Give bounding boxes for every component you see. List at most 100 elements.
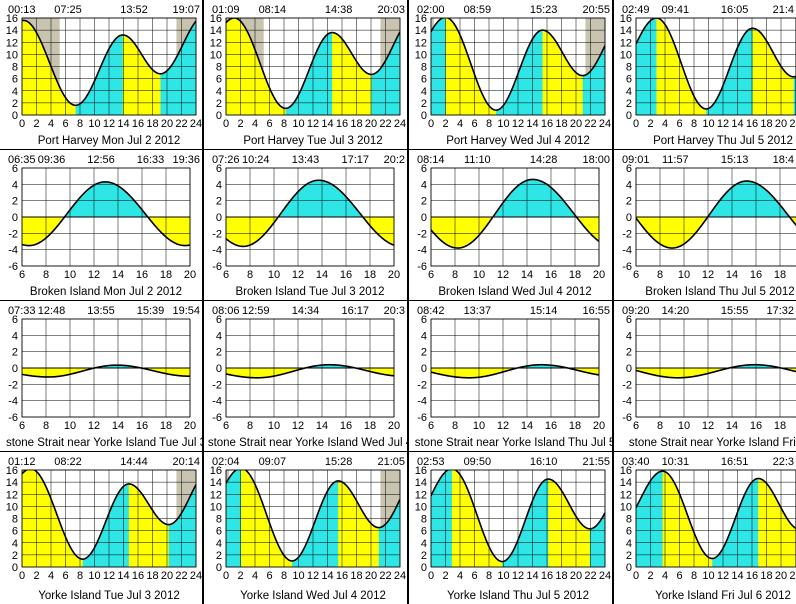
y-tick-label: 4 xyxy=(421,538,427,550)
event-time-label: 08:59 xyxy=(464,4,492,16)
x-tick-label: 4 xyxy=(662,118,668,130)
x-tick-label: 16 xyxy=(340,269,352,281)
series-line xyxy=(431,470,605,563)
y-tick-label: 0 xyxy=(421,363,427,375)
y-tick-label: -4 xyxy=(417,396,427,408)
y-tick-label: 6 xyxy=(216,526,222,538)
y-tick-label: -6 xyxy=(622,261,632,273)
y-tick-label: 0 xyxy=(12,212,18,224)
x-tick-label: 0 xyxy=(428,570,434,582)
y-tick-label: 0 xyxy=(421,212,427,224)
event-time-label: 21:55 xyxy=(582,456,610,468)
x-tick-label: 24 xyxy=(394,118,406,130)
x-tick-label: 18 xyxy=(364,420,376,432)
ebb-area xyxy=(636,368,796,378)
x-tick-label: 10 xyxy=(702,118,714,130)
y-tick-label: 10 xyxy=(415,49,427,61)
x-tick-label: 8 xyxy=(486,118,492,130)
y-tick-label: 14 xyxy=(6,477,18,489)
flood-area xyxy=(431,364,599,368)
event-time-label: 15:14 xyxy=(530,305,558,317)
y-tick-label: 8 xyxy=(216,514,222,526)
y-tick-label: 10 xyxy=(210,501,222,513)
x-tick-label: 22 xyxy=(584,118,596,130)
event-time-label: 08:14 xyxy=(417,154,445,166)
x-tick-label: 12 xyxy=(497,420,509,432)
event-time-label: 12:59 xyxy=(242,305,270,317)
x-tick-label: 4 xyxy=(457,118,463,130)
event-time-label: 18:4 xyxy=(773,154,794,166)
x-tick-label: 6 xyxy=(62,570,68,582)
x-tick-label: 12 xyxy=(103,118,115,130)
y-tick-label: -4 xyxy=(212,245,222,257)
x-tick-label: 6 xyxy=(471,118,477,130)
x-tick-label: 0 xyxy=(19,570,25,582)
event-time-label: 02:49 xyxy=(622,4,650,16)
x-tick-label: 10 xyxy=(678,420,690,432)
series-line xyxy=(636,470,796,560)
y-tick-label: -2 xyxy=(417,228,427,240)
x-tick-label: 24 xyxy=(394,570,406,582)
chart-svg: -6 -4 -2 0 2 4 6 6 8 10 12 14 16 18 20 08:06 12:59 14:34 1… xyxy=(208,305,407,449)
x-tick-label: 20 xyxy=(161,570,173,582)
event-time-label: 11:10 xyxy=(464,154,491,166)
chart-title: Broken Island Wed Jul 4 2012 xyxy=(438,286,591,298)
y-tick-label: -2 xyxy=(622,228,632,240)
chart-panel: -6-4-202466810121416182009:0111:5715:131… xyxy=(614,150,796,300)
event-time-label: 13:55 xyxy=(87,305,115,317)
event-time-label: 14:44 xyxy=(120,456,148,468)
x-tick-label: 6 xyxy=(676,118,682,130)
x-tick-label: 18 xyxy=(555,118,567,130)
x-tick-label: 6 xyxy=(223,420,229,432)
y-tick-label: 8 xyxy=(626,62,632,74)
y-tick-label: 0 xyxy=(12,110,18,122)
y-tick-label: -2 xyxy=(212,379,222,391)
chart-svg: -6-4-202466810121416182009:2014:2015:551… xyxy=(622,305,796,449)
x-tick-label: 4 xyxy=(48,570,54,582)
x-tick-label: 12 xyxy=(702,269,714,281)
chart-svg: -6 -4 -2 0 2 4 6 6 8 10 12 14 16 18 20 06:35 09:36 12:56 1… xyxy=(8,154,200,298)
x-tick-label: 14 xyxy=(316,420,328,432)
x-tick-label: 14 xyxy=(117,118,129,130)
y-tick-label: 8 xyxy=(12,514,18,526)
x-tick-label: 20 xyxy=(161,118,173,130)
y-tick-label: -4 xyxy=(622,396,632,408)
y-tick-label: 4 xyxy=(626,86,632,98)
chart-title: Yorke Island Thu Jul 5 2012 xyxy=(447,590,589,602)
x-tick-label: 14 xyxy=(526,118,538,130)
x-tick-label: 24 xyxy=(190,118,202,130)
event-time-label: 08:14 xyxy=(259,4,287,16)
y-tick-label: -6 xyxy=(8,412,18,424)
y-tick-label: 2 xyxy=(421,196,427,208)
x-tick-label: 18 xyxy=(760,570,772,582)
plot-frame xyxy=(430,167,600,267)
plot-frame xyxy=(430,469,606,568)
y-tick-label: 6 xyxy=(626,314,632,326)
y-tick-label: -2 xyxy=(8,228,18,240)
chart-title: stone Strait near Yorke Island Fri Ju xyxy=(629,437,796,449)
x-tick-label: 16 xyxy=(545,269,557,281)
event-time-label: 16:51 xyxy=(721,456,749,468)
chart-panel: 0 2 4 6 8 10 12 14 16 0 2 4 6 8 10 12 14 16 18 20 22 24 01:12 0… xyxy=(0,452,202,604)
x-tick-label: 18 xyxy=(146,570,158,582)
y-tick-label: 10 xyxy=(6,501,18,513)
y-tick-label: 6 xyxy=(421,74,427,86)
x-tick-label: 16 xyxy=(541,570,553,582)
y-tick-label: -6 xyxy=(8,261,18,273)
x-tick-label: 16 xyxy=(541,118,553,130)
event-time-label: 17:32 xyxy=(766,305,794,317)
x-tick-label: 10 xyxy=(292,570,304,582)
event-time-label: 16:05 xyxy=(721,4,749,16)
series-line xyxy=(22,19,196,107)
panel-divider-horizontal xyxy=(0,451,796,452)
event-time-label: 13:37 xyxy=(464,305,492,317)
y-tick-label: -4 xyxy=(622,245,632,257)
y-tick-label: 6 xyxy=(12,314,18,326)
y-tick-label: 0 xyxy=(12,363,18,375)
ebb-area xyxy=(226,217,394,247)
x-tick-label: 10 xyxy=(702,570,714,582)
event-time-label: 06:35 xyxy=(8,154,36,166)
x-tick-label: 12 xyxy=(292,420,304,432)
y-tick-label: 16 xyxy=(415,13,427,25)
x-tick-label: 20 xyxy=(593,269,605,281)
